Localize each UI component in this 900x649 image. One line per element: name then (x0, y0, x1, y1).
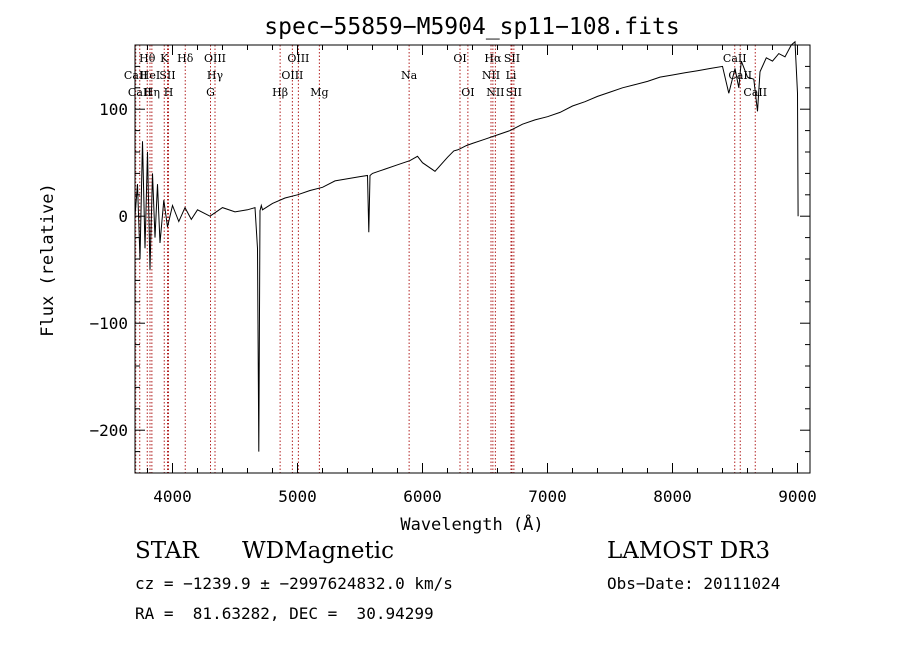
spectrum-line (134, 40, 799, 452)
spectral-line-label: OIII (204, 52, 226, 65)
x-tick-label: 9000 (778, 487, 817, 506)
x-tick-label: 8000 (653, 487, 692, 506)
spectral-line-label: CaII (128, 86, 152, 99)
spectral-line-label: Hβ (272, 86, 288, 99)
spectral-line-label: H (164, 86, 174, 99)
plot-frame (134, 44, 811, 474)
spectral-line-label: K (160, 52, 169, 65)
x-axis-label: Wavelength (Å) (400, 513, 543, 535)
spectral-line-markers (135, 45, 756, 473)
x-tick-label: 5000 (278, 487, 317, 506)
spectral-line-label: OIII (287, 52, 309, 65)
spectral-line-label: Hγ (207, 69, 224, 82)
observation-date: Obs−Date: 20111024 (607, 574, 781, 593)
spectral-line-label: G (206, 86, 215, 99)
spectral-line-label: SII (504, 52, 520, 65)
y-tick-label: −200 (89, 421, 128, 440)
spectral-line-label: OIII (281, 69, 303, 82)
spectral-line-label: HeI (140, 69, 160, 82)
coordinates: RA = 81.63282, DEC = 30.94299 (135, 604, 434, 623)
spectral-line-label: SII (506, 86, 522, 99)
spectral-line-label: NII (486, 86, 504, 99)
spectral-line-label: Hδ (177, 52, 194, 65)
spectral-line-label: OI (453, 52, 466, 65)
spectral-line-label: Hα (484, 52, 502, 65)
spectral-line-label: CaII (124, 69, 148, 82)
x-tick-label: 6000 (403, 487, 442, 506)
spectral-line-label: Mg (310, 86, 328, 99)
spectral-line-label: CaII (723, 52, 747, 65)
spectral-line-label: Na (401, 69, 418, 82)
redshift-velocity: cz = −1239.9 ± −2997624832.0 km/s (135, 574, 453, 593)
y-axis-label: Flux (relative) (38, 183, 58, 337)
spectral-line-label: NII (482, 69, 500, 82)
object-subclass: WDMagnetic (242, 538, 394, 564)
y-axis-ticks: −200 −100 0 100 (89, 65, 810, 453)
object-type: STAR (135, 538, 199, 564)
spectral-line-label: SII (159, 69, 175, 82)
y-tick-label: 100 (99, 100, 128, 119)
chart-title: spec−55859−M5904_sp11−108.fits (264, 14, 679, 40)
survey-name: LAMOST DR3 (607, 538, 771, 564)
spectral-line-label: Li (506, 69, 517, 82)
x-axis-ticks: 4000 5000 6000 7000 8000 9000 (147, 45, 817, 506)
spectral-line-label: OI (461, 86, 474, 99)
x-tick-label: 4000 (153, 487, 192, 506)
x-tick-label: 7000 (528, 487, 567, 506)
y-tick-label: 0 (118, 207, 128, 226)
spectral-line-label: Hθ (139, 52, 156, 65)
spectral-line-label: Hη (144, 86, 160, 99)
y-tick-label: −100 (89, 314, 128, 333)
